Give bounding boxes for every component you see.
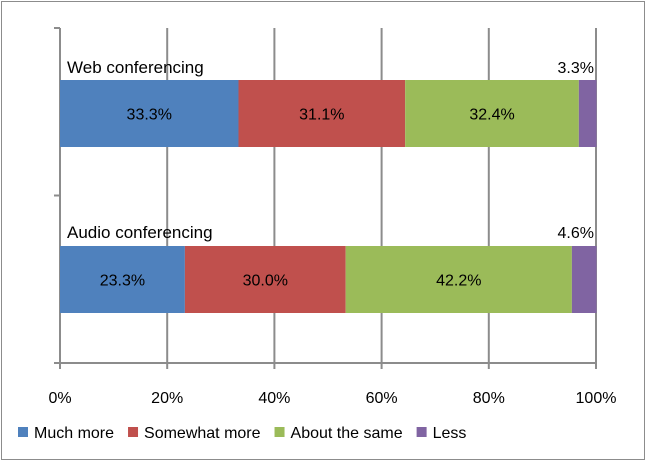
legend-swatch-somewhat-more	[128, 427, 139, 437]
category-label-web-conferencing: Web conferencing	[67, 58, 204, 77]
bar-web-conferencing-much-more	[60, 80, 239, 147]
data-label-audio-conferencing-less: 4.6%	[558, 225, 594, 242]
data-label-web-conferencing-less: 3.3%	[558, 60, 594, 77]
data-label-audio-conferencing-much-more: 23.3%	[100, 273, 145, 290]
x-tick-label-4: 80%	[473, 390, 505, 407]
x-tick-label-2: 40%	[258, 390, 290, 407]
legend-swatch-about-the-same	[274, 427, 285, 437]
axes	[54, 27, 597, 369]
bar-web-conferencing-about-the-same	[405, 80, 579, 147]
data-labels: 33.3% 31.1% 32.4% 3.3% 23.3% 30.0% 42.2% 4.6%	[100, 60, 594, 290]
data-label-web-conferencing-much-more: 33.3%	[127, 107, 172, 124]
data-label-web-conferencing-somewhat-more: 31.1%	[299, 107, 344, 124]
legend-label-somewhat-more: Somewhat more	[144, 425, 261, 442]
category-labels: Web conferencing Audio conferencing	[67, 58, 213, 242]
legend-swatch-less	[416, 427, 427, 437]
legend-label-much-more: Much more	[34, 425, 114, 442]
legend-swatch-much-more	[18, 427, 28, 437]
bar-audio-conferencing-somewhat-more	[184, 246, 346, 313]
bar-audio-conferencing-much-more	[60, 246, 185, 313]
bar-web-conferencing-somewhat-more	[238, 80, 406, 147]
x-tick-labels: 0% 20% 40% 60% 80% 100%	[48, 390, 616, 407]
data-label-audio-conferencing-somewhat-more: 30.0%	[243, 273, 288, 290]
x-tick-label-3: 60%	[366, 390, 398, 407]
x-tick-label-0: 0%	[48, 390, 71, 407]
legend-label-about-the-same: About the same	[291, 425, 403, 442]
data-label-audio-conferencing-about-the-same: 42.2%	[436, 273, 481, 290]
bar-web-conferencing-less	[578, 80, 597, 147]
x-tick-label-1: 20%	[151, 390, 183, 407]
legend-label-less: Less	[433, 425, 467, 442]
category-label-audio-conferencing: Audio conferencing	[67, 223, 213, 242]
legend: Much more Somewhat more About the same Less	[18, 425, 466, 442]
data-label-web-conferencing-about-the-same: 32.4%	[469, 107, 514, 124]
bars	[60, 80, 597, 313]
bar-audio-conferencing-about-the-same	[345, 246, 572, 313]
bar-audio-conferencing-less	[571, 246, 597, 313]
x-tick-label-5: 100%	[576, 390, 617, 407]
